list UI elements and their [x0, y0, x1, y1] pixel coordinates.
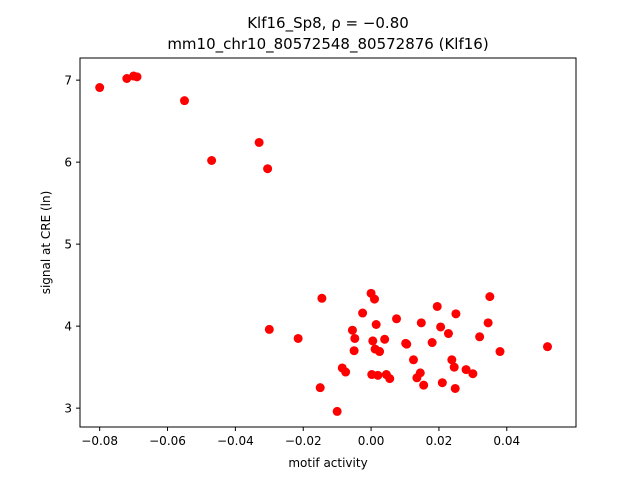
x-axis-label: motif activity: [288, 456, 367, 470]
scatter-point: [449, 362, 459, 372]
scatter-point: [485, 292, 495, 302]
scatter-point: [437, 378, 447, 388]
scatter-point: [132, 72, 142, 82]
scatter-point: [264, 324, 274, 334]
scatter-point: [447, 355, 457, 365]
scatter-point: [415, 368, 425, 378]
y-axis-ticks: 3 4 5 6 7: [64, 74, 80, 416]
x-tick-label: −0.04: [217, 434, 254, 448]
scatter-point: [450, 383, 460, 393]
y-tick-label: 3: [64, 402, 72, 416]
x-axis-ticks: −0.08 −0.06 −0.04 −0.02 0.00 0.02 0.04: [81, 427, 520, 448]
scatter-point: [495, 347, 505, 357]
scatter-point: [475, 332, 485, 342]
scatter-point: [207, 156, 217, 165]
scatter-point: [436, 322, 446, 332]
scatter-point: [416, 318, 426, 328]
scatter-point: [375, 347, 385, 357]
scatter-point: [451, 309, 461, 319]
scatter-point: [468, 369, 478, 379]
scatter-point: [350, 333, 360, 343]
scatter-point: [543, 342, 552, 352]
chart-title-line2: mm10_chr10_80572548_80572876 (Klf16): [167, 35, 488, 54]
scatter-point: [317, 293, 327, 303]
y-tick-label: 6: [64, 156, 72, 170]
scatter-point: [461, 365, 471, 375]
scatter-point: [385, 374, 395, 384]
scatter-point: [293, 333, 303, 343]
scatter-point: [392, 314, 402, 324]
scatter-point: [371, 320, 381, 329]
scatter-point: [122, 74, 132, 83]
x-tick-label: 0.00: [358, 434, 385, 448]
scatter-point: [373, 370, 383, 380]
plot-frame: [79, 57, 577, 428]
scatter-points: [95, 71, 552, 416]
scatter-point: [419, 380, 429, 390]
scatter-point: [347, 325, 357, 335]
scatter-point: [443, 329, 453, 339]
scatter-point: [408, 355, 418, 365]
scatter-point: [358, 308, 368, 318]
scatter-point: [483, 318, 493, 328]
scatter-point: [380, 334, 390, 344]
x-tick-label: −0.08: [81, 434, 118, 448]
scatter-point: [332, 406, 342, 416]
x-tick-label: 0.04: [493, 434, 520, 448]
chart-title-line1: Klf16_Sp8, ρ = −0.80: [247, 14, 409, 33]
y-tick-label: 4: [64, 320, 72, 334]
scatter-point: [254, 137, 264, 147]
scatter-point: [95, 83, 105, 93]
scatter-point: [341, 367, 351, 377]
scatter-point: [368, 336, 378, 346]
scatter-point: [369, 294, 379, 304]
y-tick-label: 5: [64, 238, 72, 252]
x-tick-label: −0.02: [285, 434, 322, 448]
x-tick-label: −0.06: [149, 434, 186, 448]
scatter-point: [427, 338, 437, 348]
scatter-point: [263, 164, 273, 174]
scatter-point: [315, 383, 325, 393]
y-tick-label: 7: [64, 74, 72, 88]
scatter-point: [179, 96, 189, 106]
y-axis-label: signal at CRE (ln): [39, 191, 53, 295]
scatter-point: [349, 346, 359, 356]
scatter-point: [402, 339, 412, 349]
scatter-point: [432, 301, 442, 311]
x-tick-label: 0.02: [426, 434, 453, 448]
